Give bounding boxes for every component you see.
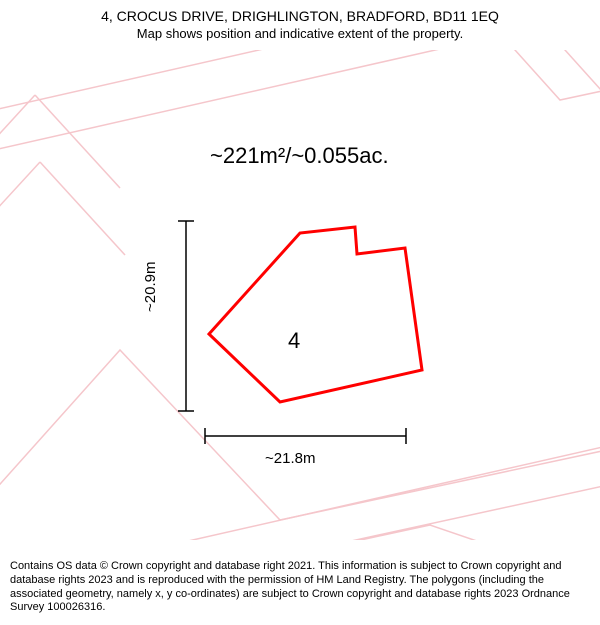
footer-copyright: Contains OS data © Crown copyright and d… [10, 560, 590, 615]
height-dimension-label: ~20.9m [142, 262, 159, 312]
plot-number-label: 4 [288, 328, 300, 354]
page-title: 4, CROCUS DRIVE, DRIGHLINGTON, BRADFORD,… [0, 8, 600, 24]
width-dimension-label: ~21.8m [265, 450, 315, 467]
map-area: ~221m²/~0.055ac. ~20.9m ~21.8m 4 [0, 50, 600, 540]
page-root: 4, CROCUS DRIVE, DRIGHLINGTON, BRADFORD,… [0, 0, 600, 625]
area-label: ~221m²/~0.055ac. [210, 143, 389, 169]
plot-polygon [209, 227, 422, 402]
page-subtitle: Map shows position and indicative extent… [0, 26, 600, 41]
header: 4, CROCUS DRIVE, DRIGHLINGTON, BRADFORD,… [0, 8, 600, 41]
